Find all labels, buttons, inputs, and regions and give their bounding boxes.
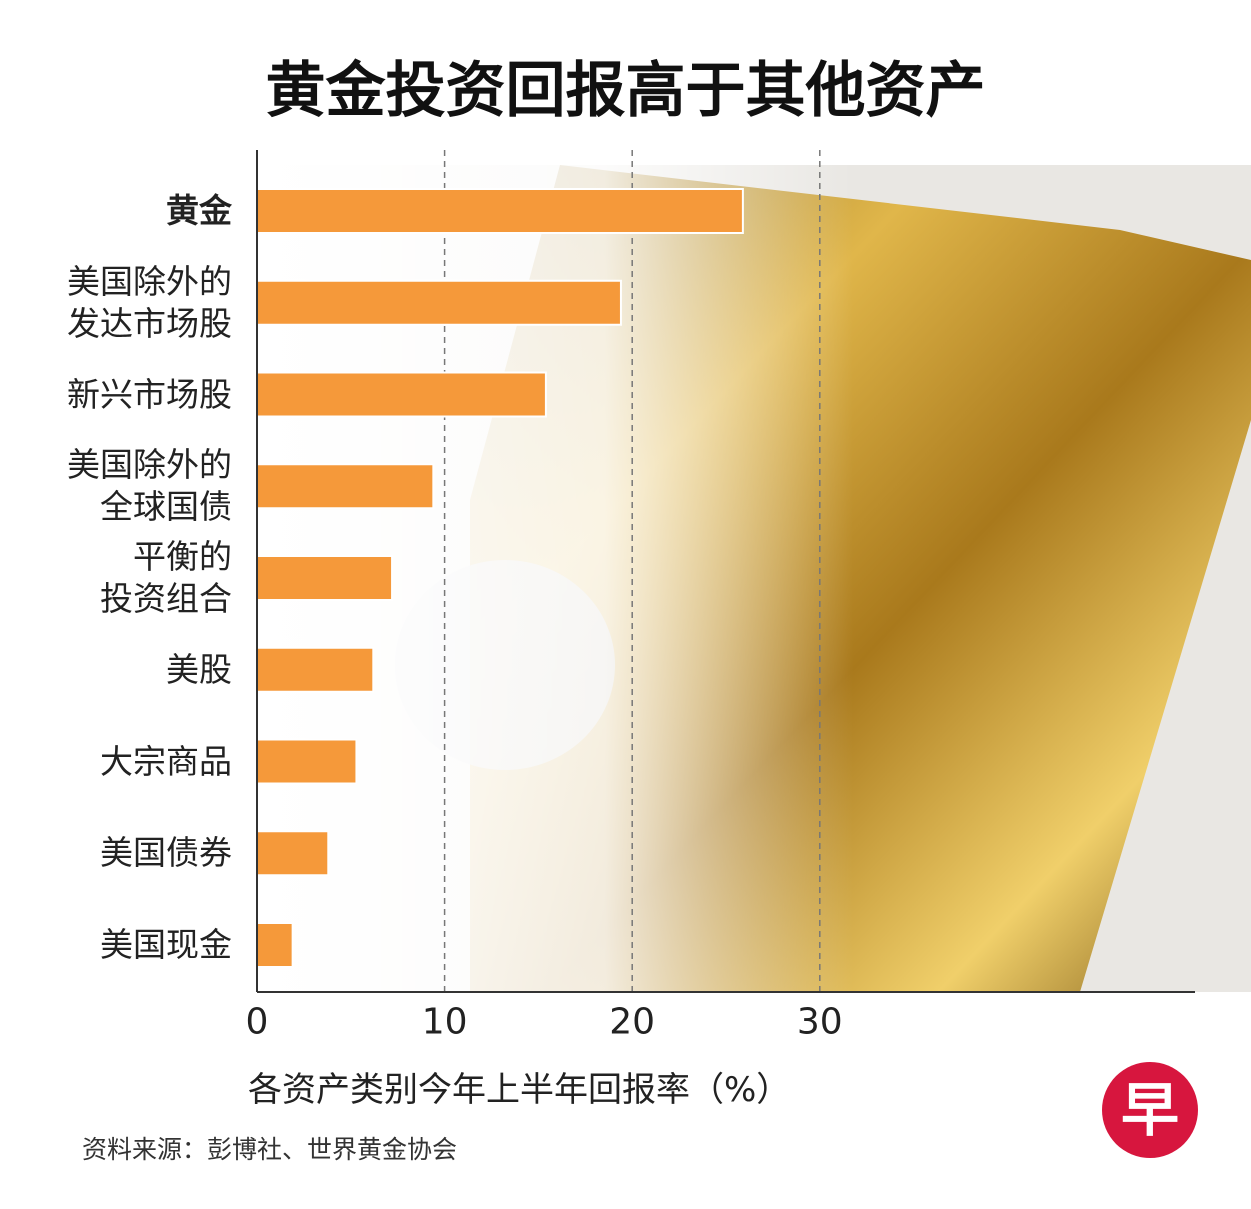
bar xyxy=(256,555,394,601)
y-tick-label: 美国现金 xyxy=(100,925,232,964)
y-tick-label: 黄金 xyxy=(166,191,232,230)
source-note: 资料来源：彭博社、世界黄金协会 xyxy=(82,1135,458,1164)
bar xyxy=(256,371,547,418)
bar xyxy=(256,738,358,785)
logo-circle xyxy=(1102,1062,1198,1158)
logo: 早 xyxy=(1120,1076,1179,1144)
x-tick-label: 30 xyxy=(796,1001,843,1043)
y-tick-label: 平衡的 投资组合 xyxy=(100,537,232,618)
y-tick-label: 美国债券 xyxy=(100,833,232,873)
bar xyxy=(256,188,744,234)
y-tick-label: 大宗商品 xyxy=(100,741,232,781)
x-axis-label: 各资产类别今年上半年回报率（%） xyxy=(248,1070,791,1110)
x-tick-label: 10 xyxy=(421,1001,468,1043)
y-tick-label: 美国除外的 全球国债 xyxy=(67,445,232,527)
y-tick-label: 美国除外的 发达市场股 xyxy=(67,261,232,343)
y-tick-label: 美股 xyxy=(166,649,232,689)
bar xyxy=(256,279,622,326)
x-tick-label: 20 xyxy=(609,1001,656,1043)
bar xyxy=(256,463,435,510)
y-tick-label: 新兴市场股 xyxy=(67,374,232,414)
bar xyxy=(256,646,375,693)
chart-title: 黄金投资回报高于其他资产 xyxy=(265,56,986,126)
bar xyxy=(256,830,330,877)
x-tick-label: 0 xyxy=(245,1001,269,1043)
bar xyxy=(256,922,294,968)
